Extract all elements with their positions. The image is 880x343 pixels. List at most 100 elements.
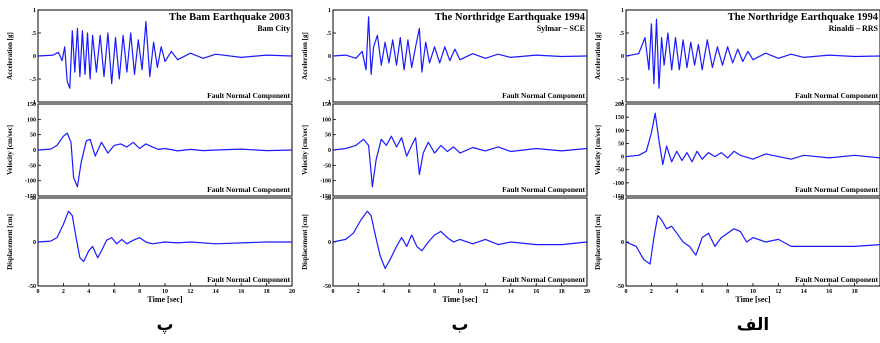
- y-tick-label: -50: [28, 284, 36, 290]
- y-tick-label: -50: [323, 284, 331, 290]
- x-tick-label: 16: [533, 289, 539, 295]
- y-tick-label: -50: [323, 163, 331, 169]
- plot-frame: [37, 9, 293, 103]
- y-axis-label: Acceleration [g]: [301, 32, 309, 80]
- chart-title: The Northridge Earthquake 1994: [435, 12, 586, 23]
- x-tick-label: 2: [650, 289, 653, 295]
- y-tick-label: -100: [320, 179, 331, 185]
- x-tick-label: 14: [213, 289, 219, 295]
- y-tick-label: 50: [30, 133, 36, 139]
- x-tick-label: 14: [801, 289, 807, 295]
- panel-caption: ب: [451, 315, 468, 335]
- x-tick-label: 4: [87, 289, 90, 295]
- chart-title: The Bam Earthquake 2003: [169, 12, 290, 23]
- y-axis-label: Displacement [cm]: [594, 214, 602, 270]
- x-tick-label: 8: [726, 289, 729, 295]
- y-tick-label: 50: [30, 196, 36, 202]
- y-tick-label: 150: [322, 102, 331, 108]
- panel-northridge_rinaldi-0: -1 -.5 0 .5 1 Acceleration [g] Fault Normal Co…: [594, 8, 880, 106]
- y-axis-label: Acceleration [g]: [6, 32, 14, 80]
- plot-frame: [625, 197, 880, 287]
- x-tick-label: 16: [238, 289, 244, 295]
- component-note: Fault Normal Component: [502, 91, 585, 100]
- series-line-bam-2: [37, 210, 292, 262]
- x-tick-label: 2: [357, 289, 360, 295]
- y-axis-label: Displacement [cm]: [6, 214, 14, 270]
- chart-title: The Northridge Earthquake 1994: [728, 12, 879, 23]
- y-tick-label: -1: [31, 100, 36, 106]
- y-tick-label: -.5: [325, 77, 332, 83]
- y-tick-label: -1: [326, 100, 331, 106]
- y-tick-label: 50: [618, 141, 624, 147]
- y-tick-label: 0: [328, 54, 331, 60]
- panel-northridge_sylmar-0: -1 -.5 0 .5 1 Acceleration [g] Fault Normal Co…: [301, 8, 588, 106]
- x-tick-label: 10: [162, 289, 168, 295]
- station-label: Bam City: [257, 24, 290, 33]
- chart-column-northridge_rinaldi: -1 -.5 0 .5 1 Acceleration [g] Fault Normal Co…: [594, 8, 880, 335]
- series-line-northridge_sylmar-1: [332, 135, 588, 188]
- y-tick-label: -150: [320, 194, 331, 200]
- y-tick-label: -100: [25, 179, 36, 185]
- panel-caption: الف: [737, 315, 769, 335]
- y-axis-label: Acceleration [g]: [594, 32, 602, 80]
- panel-caption: پ: [156, 315, 173, 335]
- y-tick-label: 200: [615, 102, 624, 108]
- y-tick-label: -1: [619, 100, 624, 106]
- x-tick-label: 12: [482, 289, 488, 295]
- y-tick-label: 0: [33, 54, 36, 60]
- x-tick-label: 4: [382, 289, 385, 295]
- station-label: Rinaldi – RRS: [829, 24, 879, 33]
- x-axis-label: Time [sec]: [147, 295, 183, 304]
- x-tick-label: 0: [332, 289, 335, 295]
- y-axis-label: Displacement [cm]: [301, 214, 309, 270]
- station-label: Sylmar – SCE: [537, 24, 585, 33]
- component-note: Fault Normal Component: [207, 185, 290, 194]
- y-tick-label: -150: [25, 194, 36, 200]
- component-note: Fault Normal Component: [795, 91, 878, 100]
- x-axis-label: Time [sec]: [735, 295, 771, 304]
- x-tick-label: 18: [264, 289, 270, 295]
- y-tick-label: .5: [620, 31, 625, 37]
- y-tick-label: 0: [33, 148, 36, 154]
- x-tick-label: 8: [138, 289, 141, 295]
- x-axis-label: Time [sec]: [442, 295, 478, 304]
- series-line-bam-1: [37, 132, 293, 188]
- y-tick-label: 100: [27, 117, 36, 123]
- x-tick-label: 2: [62, 289, 65, 295]
- y-tick-label: 0: [328, 240, 331, 246]
- x-tick-label: 0: [625, 289, 628, 295]
- plot-frame: [625, 103, 880, 197]
- y-tick-label: 50: [618, 196, 624, 202]
- y-tick-label: 0: [33, 240, 36, 246]
- panel-bam-0: -1 -.5 0 .5 1 Acceleration [g] Fault Normal Co…: [6, 8, 293, 106]
- x-tick-label: 4: [675, 289, 678, 295]
- y-tick-label: -50: [28, 163, 36, 169]
- y-tick-label: 1: [621, 8, 624, 14]
- y-tick-label: 0: [621, 54, 624, 60]
- y-tick-label: 100: [322, 117, 331, 123]
- series-line-northridge_rinaldi-0: [625, 18, 880, 89]
- component-note: Fault Normal Component: [502, 275, 585, 284]
- x-tick-label: 18: [559, 289, 565, 295]
- x-tick-label: 18: [852, 289, 858, 295]
- y-axis-label: Velocity [cm/sec]: [6, 125, 14, 175]
- x-tick-label: 0: [37, 289, 40, 295]
- x-tick-label: 6: [408, 289, 411, 295]
- component-note: Fault Normal Component: [502, 185, 585, 194]
- y-tick-label: 100: [615, 128, 624, 134]
- series-line-bam-0: [37, 20, 293, 89]
- y-tick-label: .5: [327, 31, 332, 37]
- chart-column-bam: -1 -.5 0 .5 1 Acceleration [g] Fault Normal Co…: [6, 8, 295, 335]
- y-tick-label: 150: [27, 102, 36, 108]
- y-tick-label: 0: [328, 148, 331, 154]
- y-tick-label: 0: [621, 155, 624, 161]
- plot-frame: [332, 103, 588, 197]
- y-tick-label: 50: [325, 133, 331, 139]
- y-tick-label: 1: [328, 8, 331, 14]
- x-tick-label: 6: [113, 289, 116, 295]
- series-line-northridge_sylmar-2: [332, 210, 588, 269]
